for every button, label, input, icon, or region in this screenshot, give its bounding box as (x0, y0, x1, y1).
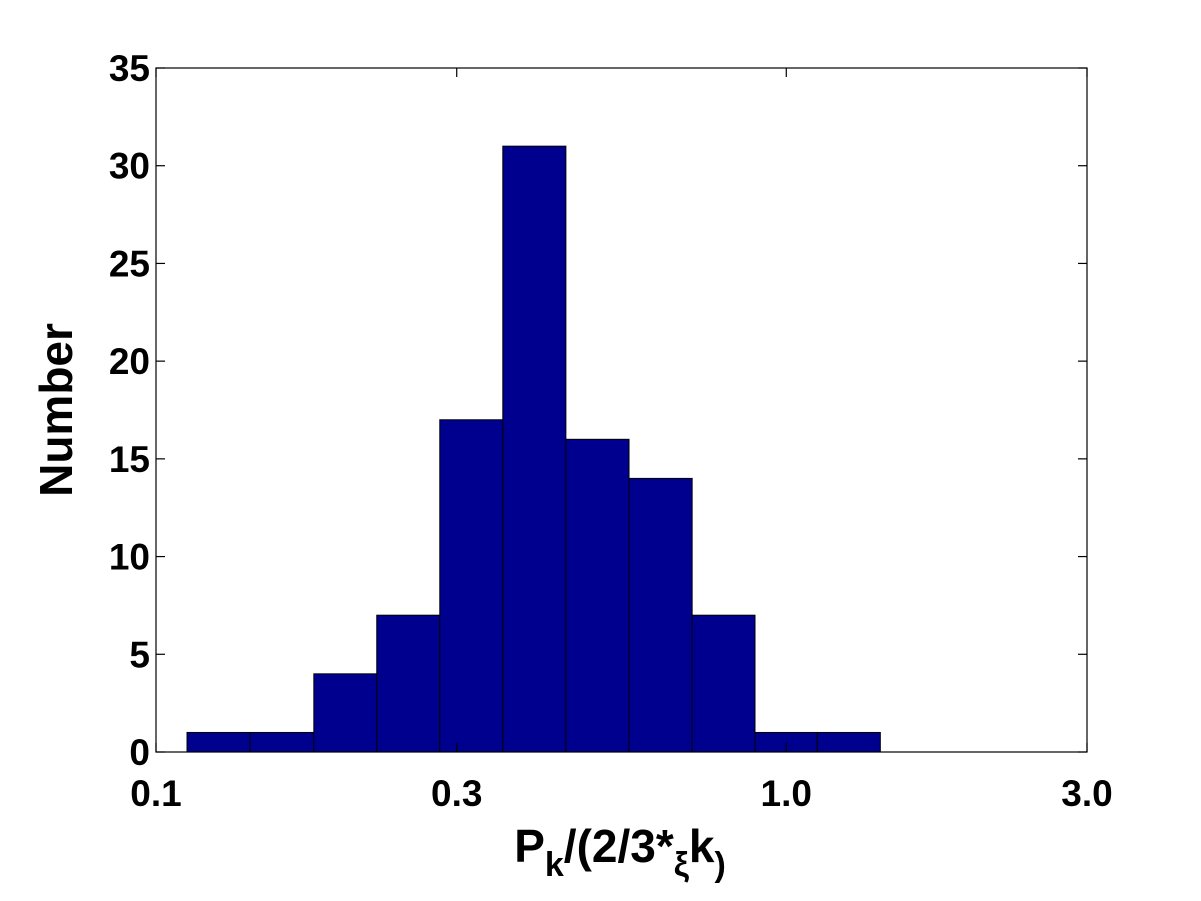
bar (249, 731, 315, 753)
bar (816, 731, 881, 753)
x-axis-label-part: k (545, 846, 564, 884)
x-tick-label: 0.1 (130, 773, 181, 814)
x-axis-label-part: k (689, 820, 715, 872)
y-tick-label: 30 (109, 146, 150, 187)
bar (565, 438, 630, 753)
y-tick-label: 0 (129, 732, 150, 773)
bar (313, 673, 378, 753)
x-tick-label: 0.3 (431, 773, 482, 814)
bar (502, 145, 567, 753)
y-axis-label: Number (30, 323, 82, 497)
x-axis-label-part: P (514, 820, 545, 872)
y-tick-label: 20 (109, 341, 150, 382)
x-axis-label-part: ξ (674, 846, 690, 884)
bar (691, 614, 756, 753)
x-axis-label-part: /(2/3* (564, 820, 674, 872)
bar (186, 731, 251, 753)
y-tick-label: 15 (109, 439, 150, 480)
x-tick-label: 3.0 (1061, 773, 1112, 814)
bar (439, 419, 504, 753)
x-tick-label: 1.0 (761, 773, 812, 814)
plot-frame (155, 67, 1088, 753)
x-axis-label: Pk/(2/3*ξk) (514, 820, 726, 884)
y-tick-label: 10 (109, 537, 150, 578)
bar (376, 614, 441, 753)
y-tick-label: 25 (109, 243, 150, 284)
y-tick-label: 35 (109, 48, 150, 89)
bar (628, 477, 693, 753)
y-tick-label: 5 (129, 634, 150, 675)
x-axis-label-part: ) (714, 846, 725, 884)
